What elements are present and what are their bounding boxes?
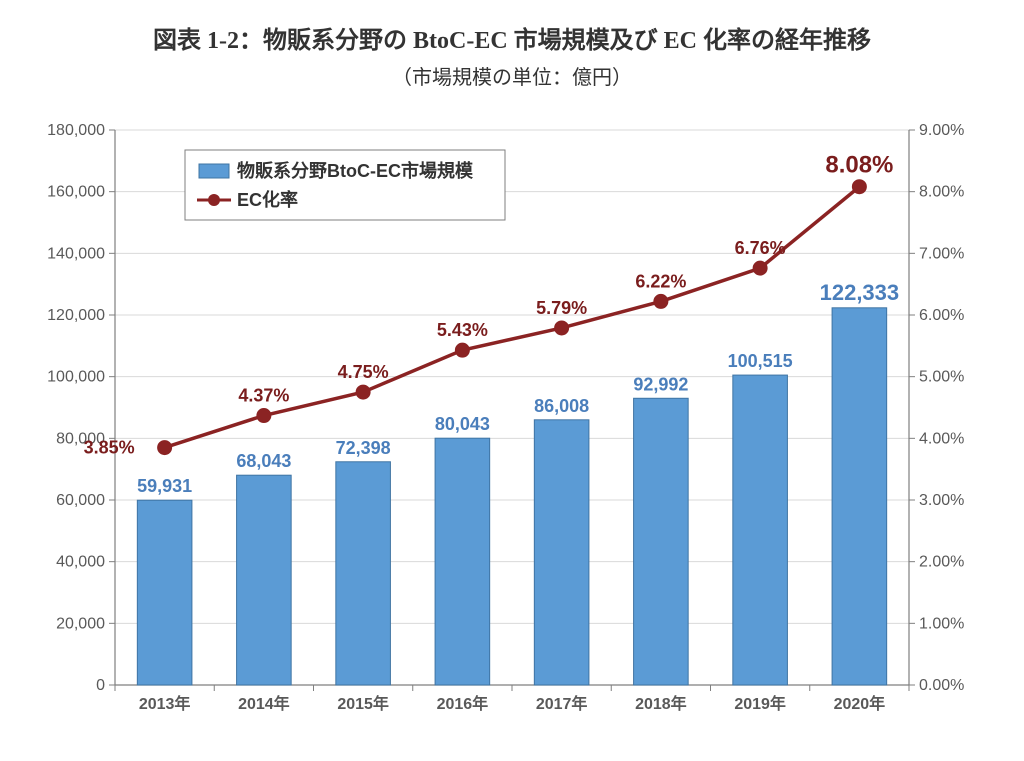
y-left-tick-label: 20,000 (56, 615, 105, 632)
x-tick-label: 2016年 (437, 694, 489, 713)
line-value-label: 8.08% (825, 152, 893, 179)
line-value-label: 6.22% (635, 271, 686, 291)
chart-container: 0 0.00% 20,000 1.00% 40,000 2.00% 60,000 3.00% 8… (35, 120, 989, 730)
x-tick-label: 2017年 (536, 694, 588, 713)
line-value-label: 4.75% (338, 362, 389, 382)
bar (137, 500, 192, 685)
line-value-label: 3.85% (84, 438, 135, 458)
y-left-tick-label: 100,000 (47, 369, 105, 386)
bar (832, 308, 887, 685)
x-tick-label: 2020年 (834, 694, 886, 713)
line-value-label: 5.43% (437, 320, 488, 340)
chart-subtitle: （市場規模の単位：億円） (0, 61, 1024, 90)
bar (634, 398, 689, 685)
chart-title: 図表 1-2：物販系分野の BtoC-EC 市場規模及び EC 化率の経年推移 (0, 0, 1024, 55)
bar-value-label: 86,008 (534, 396, 589, 416)
bar-value-label: 100,515 (728, 351, 793, 371)
legend-bar-label: 物販系分野BtoC-EC市場規模 (237, 160, 474, 181)
legend-bar-swatch (199, 164, 229, 178)
y-right-tick-label: 8.00% (919, 184, 964, 201)
y-left-tick-label: 120,000 (47, 307, 105, 324)
line-marker (852, 180, 866, 194)
line-marker (555, 321, 569, 335)
x-tick-label: 2014年 (238, 694, 290, 713)
y-left-tick-label: 140,000 (47, 245, 105, 262)
line-value-label: 6.76% (735, 238, 786, 258)
bar (534, 420, 589, 685)
bar (435, 438, 490, 685)
line-marker (158, 441, 172, 455)
line-marker (257, 409, 271, 423)
x-tick-label: 2018年 (635, 694, 687, 713)
legend-line-marker (208, 194, 220, 206)
bar-value-label: 59,931 (137, 476, 192, 496)
y-left-tick-label: 160,000 (47, 184, 105, 201)
bar (336, 462, 391, 685)
bar-value-label: 92,992 (633, 374, 688, 394)
y-right-tick-label: 7.00% (919, 245, 964, 262)
y-left-tick-label: 180,000 (47, 122, 105, 139)
x-tick-label: 2013年 (139, 694, 191, 713)
legend-line-label: EC化率 (237, 189, 298, 210)
bar (733, 375, 788, 685)
y-left-tick-label: 40,000 (56, 554, 105, 571)
line-value-label: 5.79% (536, 298, 587, 318)
bar-value-label: 80,043 (435, 414, 490, 434)
line-marker (654, 294, 668, 308)
line-value-label: 4.37% (238, 386, 289, 406)
combo-chart: 0 0.00% 20,000 1.00% 40,000 2.00% 60,000 3.00% 8… (35, 120, 989, 730)
line-marker (455, 343, 469, 357)
x-tick-label: 2019年 (734, 694, 786, 713)
y-right-tick-label: 6.00% (919, 307, 964, 324)
y-right-tick-label: 2.00% (919, 554, 964, 571)
y-right-tick-label: 4.00% (919, 430, 964, 447)
line-marker (356, 385, 370, 399)
y-right-tick-label: 1.00% (919, 615, 964, 632)
y-right-tick-label: 5.00% (919, 369, 964, 386)
y-left-tick-label: 0 (96, 677, 105, 694)
y-left-tick-label: 60,000 (56, 492, 105, 509)
y-right-tick-label: 9.00% (919, 122, 964, 139)
bar-value-label: 68,043 (236, 451, 291, 471)
bar-value-label: 122,333 (820, 280, 900, 305)
bar-value-label: 72,398 (336, 438, 391, 458)
y-right-tick-label: 3.00% (919, 492, 964, 509)
x-tick-label: 2015年 (337, 694, 389, 713)
line-marker (753, 261, 767, 275)
bar (237, 475, 292, 685)
y-right-tick-label: 0.00% (919, 677, 964, 694)
